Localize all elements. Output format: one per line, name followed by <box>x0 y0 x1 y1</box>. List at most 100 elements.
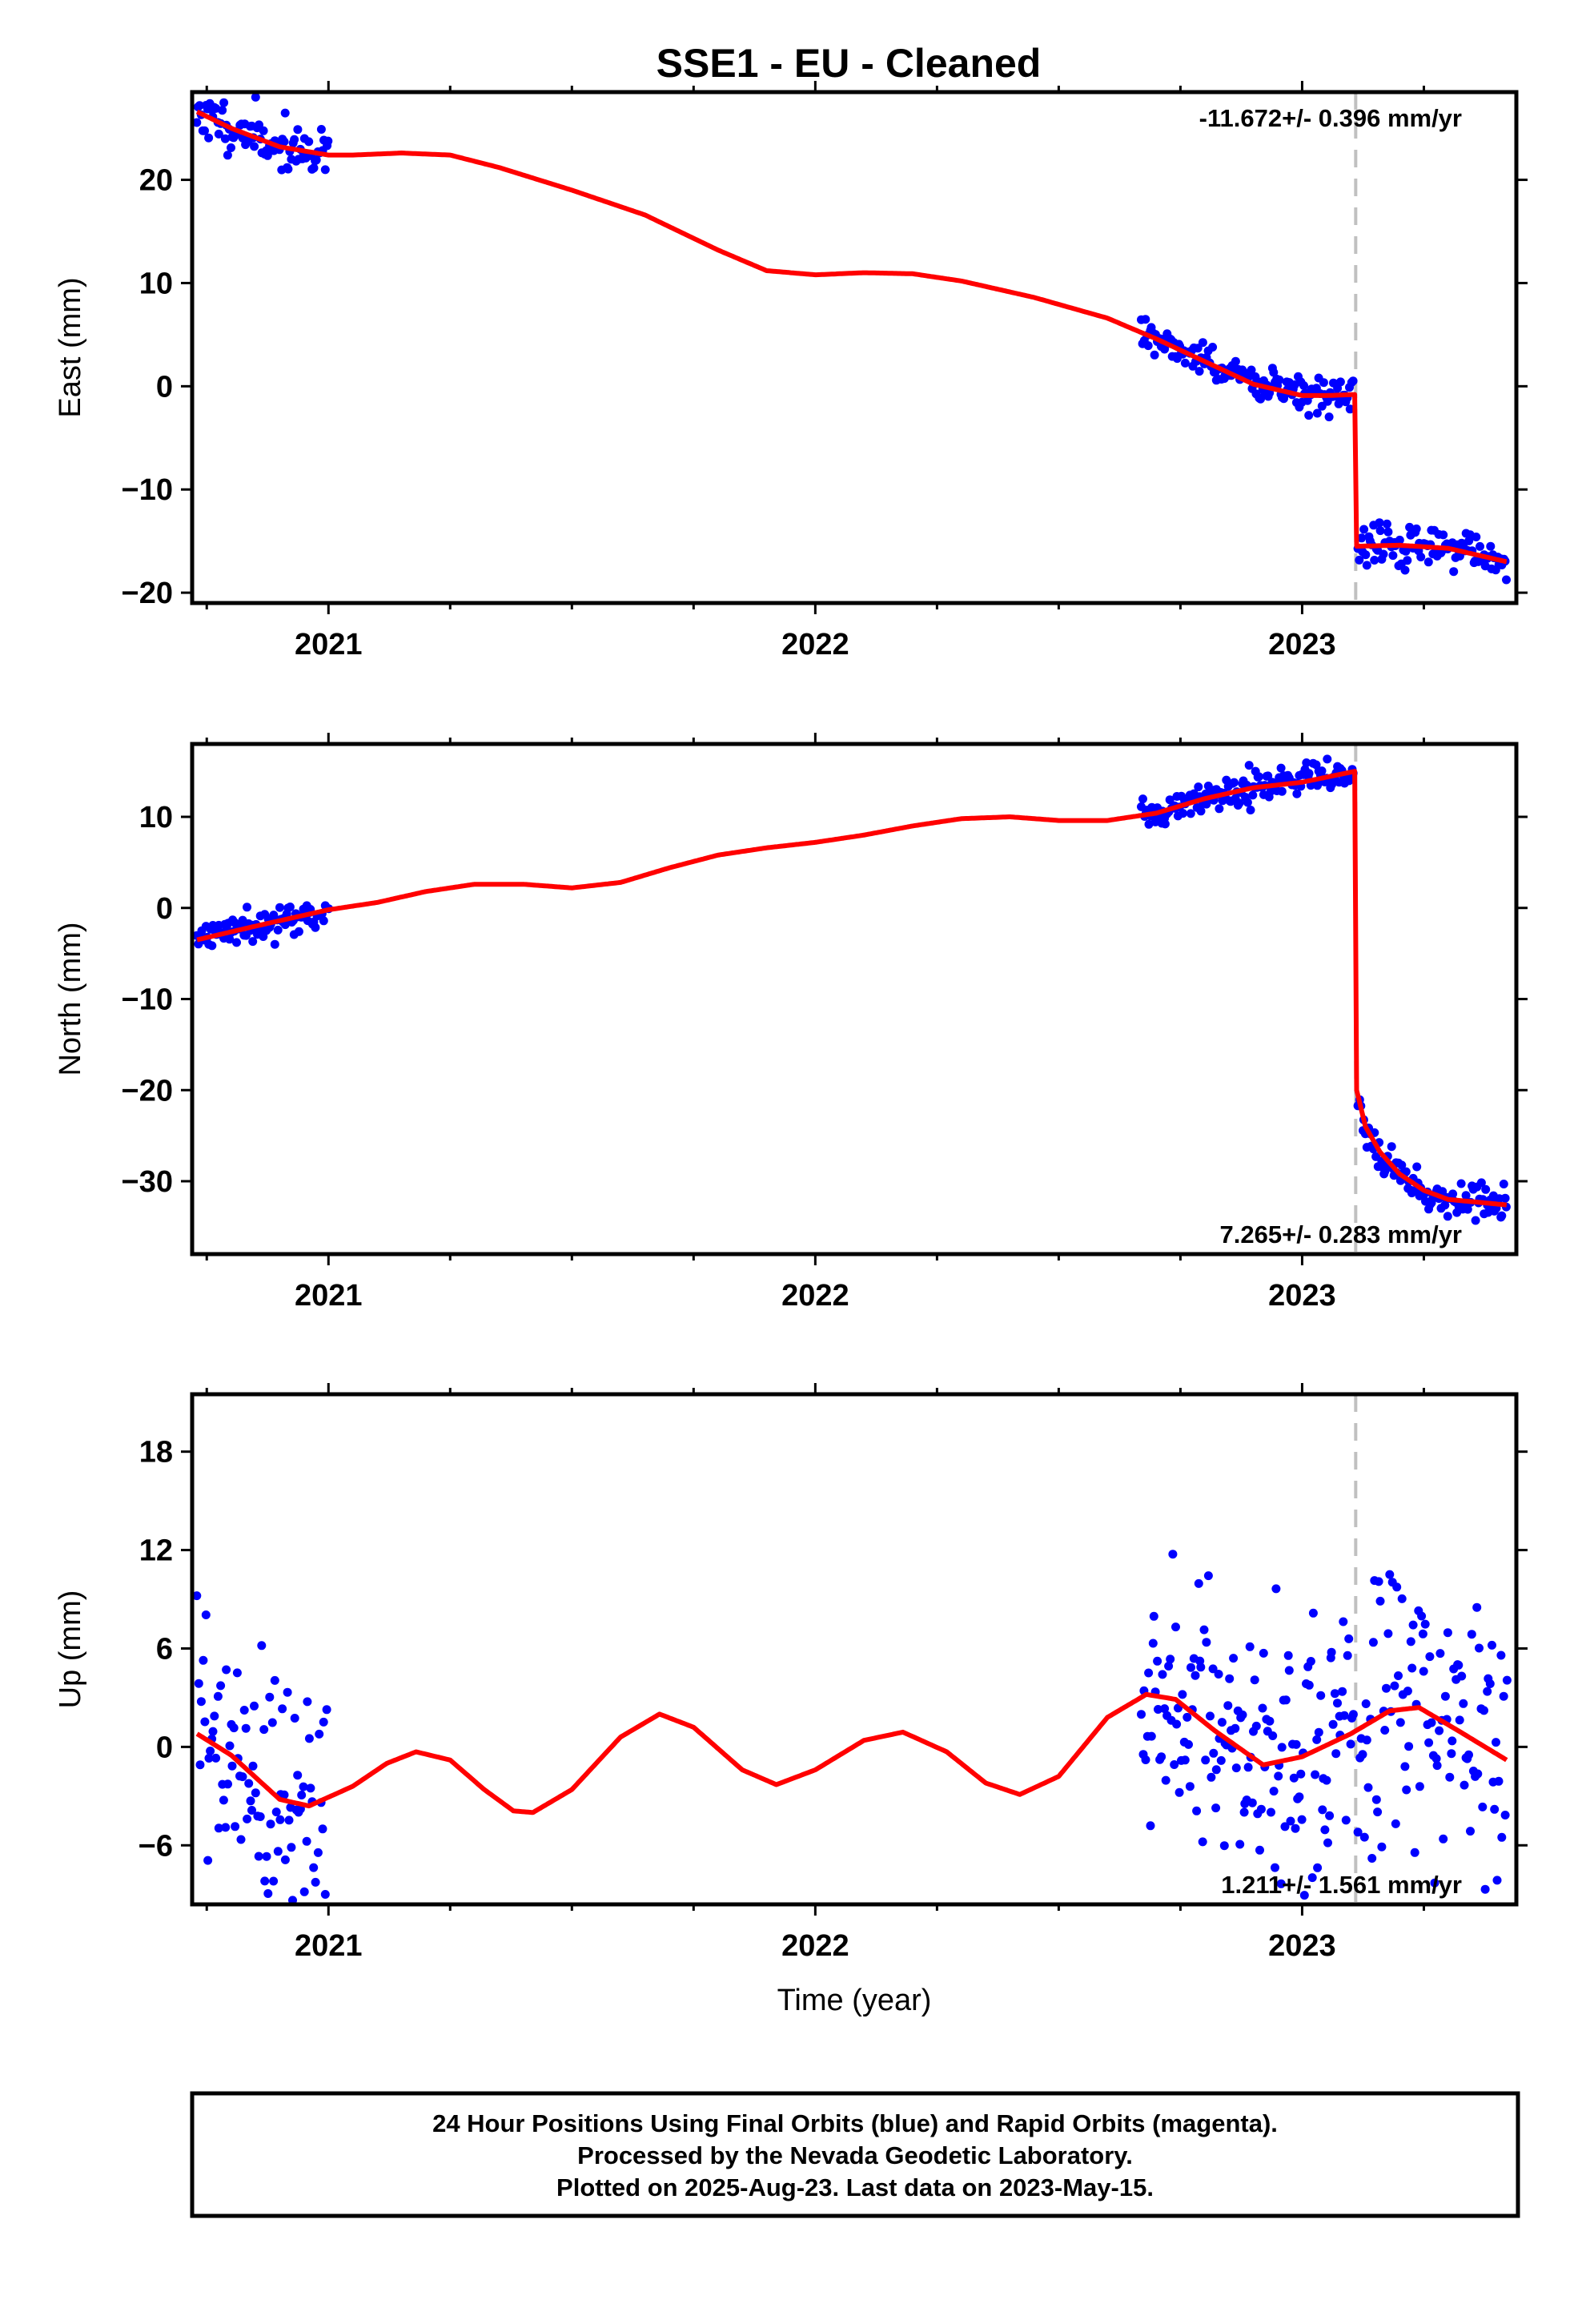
east-ytick-label: 20 <box>139 164 173 198</box>
up-data-point <box>1271 1863 1279 1872</box>
north-data-point <box>1401 1167 1411 1176</box>
up-ytick-label: −6 <box>139 1829 173 1863</box>
up-data-point <box>1209 1748 1219 1758</box>
north-data-point <box>1138 794 1147 804</box>
up-data-point <box>1164 1662 1174 1671</box>
east-data-point <box>1401 546 1411 556</box>
up-data-point <box>201 1610 211 1619</box>
up-data-point <box>199 1655 208 1665</box>
up-data-point <box>1363 1783 1373 1792</box>
up-data-point <box>1483 1687 1492 1696</box>
north-data-point <box>273 925 283 935</box>
up-data-point <box>1203 1571 1213 1581</box>
up-data-point <box>214 1823 223 1833</box>
up-data-point <box>1245 1642 1255 1651</box>
up-data-point <box>251 1788 260 1798</box>
up-data-point <box>1255 1845 1264 1855</box>
up-data-point <box>1259 1648 1268 1658</box>
up-data-point <box>1494 1776 1504 1786</box>
up-data-point <box>204 1754 214 1763</box>
up-data-point <box>200 1717 210 1727</box>
north-ytick-label: −20 <box>122 1074 173 1108</box>
up-data-point <box>1492 1738 1500 1747</box>
up-data-point <box>1406 1637 1415 1647</box>
up-data-point <box>213 1691 223 1701</box>
up-data-point <box>1280 1822 1290 1831</box>
figure-title: SSE1 - EU - Cleaned <box>656 41 1042 86</box>
up-data-point <box>1490 1804 1500 1814</box>
up-data-point <box>1407 1663 1417 1673</box>
up-data-point <box>1154 1705 1162 1714</box>
up-data-point <box>1216 1755 1226 1765</box>
east-frame <box>190 90 1519 605</box>
up-data-point <box>1316 1691 1326 1700</box>
footer-line-1: 24 Hour Positions Using Final Orbits (bl… <box>432 2109 1278 2137</box>
up-data-point <box>259 1725 269 1735</box>
east-data-point <box>1195 367 1204 376</box>
east-data-point <box>1411 524 1421 533</box>
up-data-point <box>304 1734 314 1743</box>
up-data-point <box>1402 1785 1411 1795</box>
east-data-point <box>1375 518 1384 528</box>
up-data-point <box>318 1824 327 1834</box>
up-data-point <box>1198 1837 1207 1847</box>
up-data-point <box>1417 1611 1427 1621</box>
up-data-point <box>1318 1805 1327 1815</box>
up-data-point <box>206 1747 215 1755</box>
up-data-point <box>1325 1811 1335 1820</box>
up-data-point <box>239 1706 249 1715</box>
up-data-point <box>287 1843 296 1852</box>
north-data-point <box>243 903 251 912</box>
east-xtick-label: 2023 <box>1268 628 1336 661</box>
up-data-point <box>1480 1706 1488 1715</box>
up-data-point <box>1371 1795 1381 1804</box>
east-data-point <box>1299 381 1308 390</box>
up-data-point <box>306 1783 315 1793</box>
up-data-point <box>303 1697 312 1707</box>
east-data-point <box>1304 411 1314 420</box>
up-data-point <box>1148 1638 1158 1648</box>
up-data-point <box>1217 1718 1227 1727</box>
up-data-point <box>1206 1711 1215 1721</box>
up-data-point <box>1141 1755 1150 1764</box>
up-data-point <box>273 1847 283 1856</box>
up-data-point <box>1239 1807 1249 1817</box>
up-data-point <box>247 1806 256 1815</box>
up-data-point <box>1502 1675 1512 1685</box>
east-data-point <box>195 101 204 111</box>
up-data-point <box>283 1687 292 1697</box>
up-data-point <box>1485 1679 1495 1688</box>
north-data-point <box>1397 1160 1407 1170</box>
up-data-point <box>1171 1622 1180 1632</box>
north-data-point <box>1448 1189 1458 1199</box>
up-data-point <box>1268 1731 1278 1740</box>
up-data-point <box>322 1705 331 1715</box>
up-data-point <box>1284 1666 1294 1675</box>
up-data-point <box>1307 1873 1317 1883</box>
east-data-point <box>1143 341 1153 351</box>
up-data-point <box>1373 1807 1383 1817</box>
up-data-point <box>1149 1611 1158 1621</box>
up-data-point <box>1313 1863 1323 1872</box>
up-data-point <box>1478 1802 1488 1811</box>
east-ytick-label: 0 <box>156 370 173 404</box>
up-data-point <box>1296 1769 1306 1779</box>
north-data-point <box>1471 1216 1480 1225</box>
up-data-point <box>262 1852 271 1861</box>
east-data-point <box>304 137 314 147</box>
north-ytick-label: −30 <box>122 1165 173 1199</box>
east-data-point <box>1324 412 1334 422</box>
north-data-point <box>1230 778 1239 787</box>
up-data-point <box>196 1697 206 1707</box>
north-y-axis-label: North (mm) <box>54 922 87 1076</box>
up-data-point <box>313 1848 323 1857</box>
up-data-point <box>320 1890 330 1899</box>
up-data-point <box>1455 1715 1464 1725</box>
east-data-point <box>1247 365 1256 375</box>
up-ytick-label: 6 <box>156 1632 173 1666</box>
up-data-point <box>288 1896 297 1904</box>
up-data-point <box>1174 1787 1184 1797</box>
east-data-point <box>227 143 235 152</box>
east-data-point <box>1400 565 1410 575</box>
